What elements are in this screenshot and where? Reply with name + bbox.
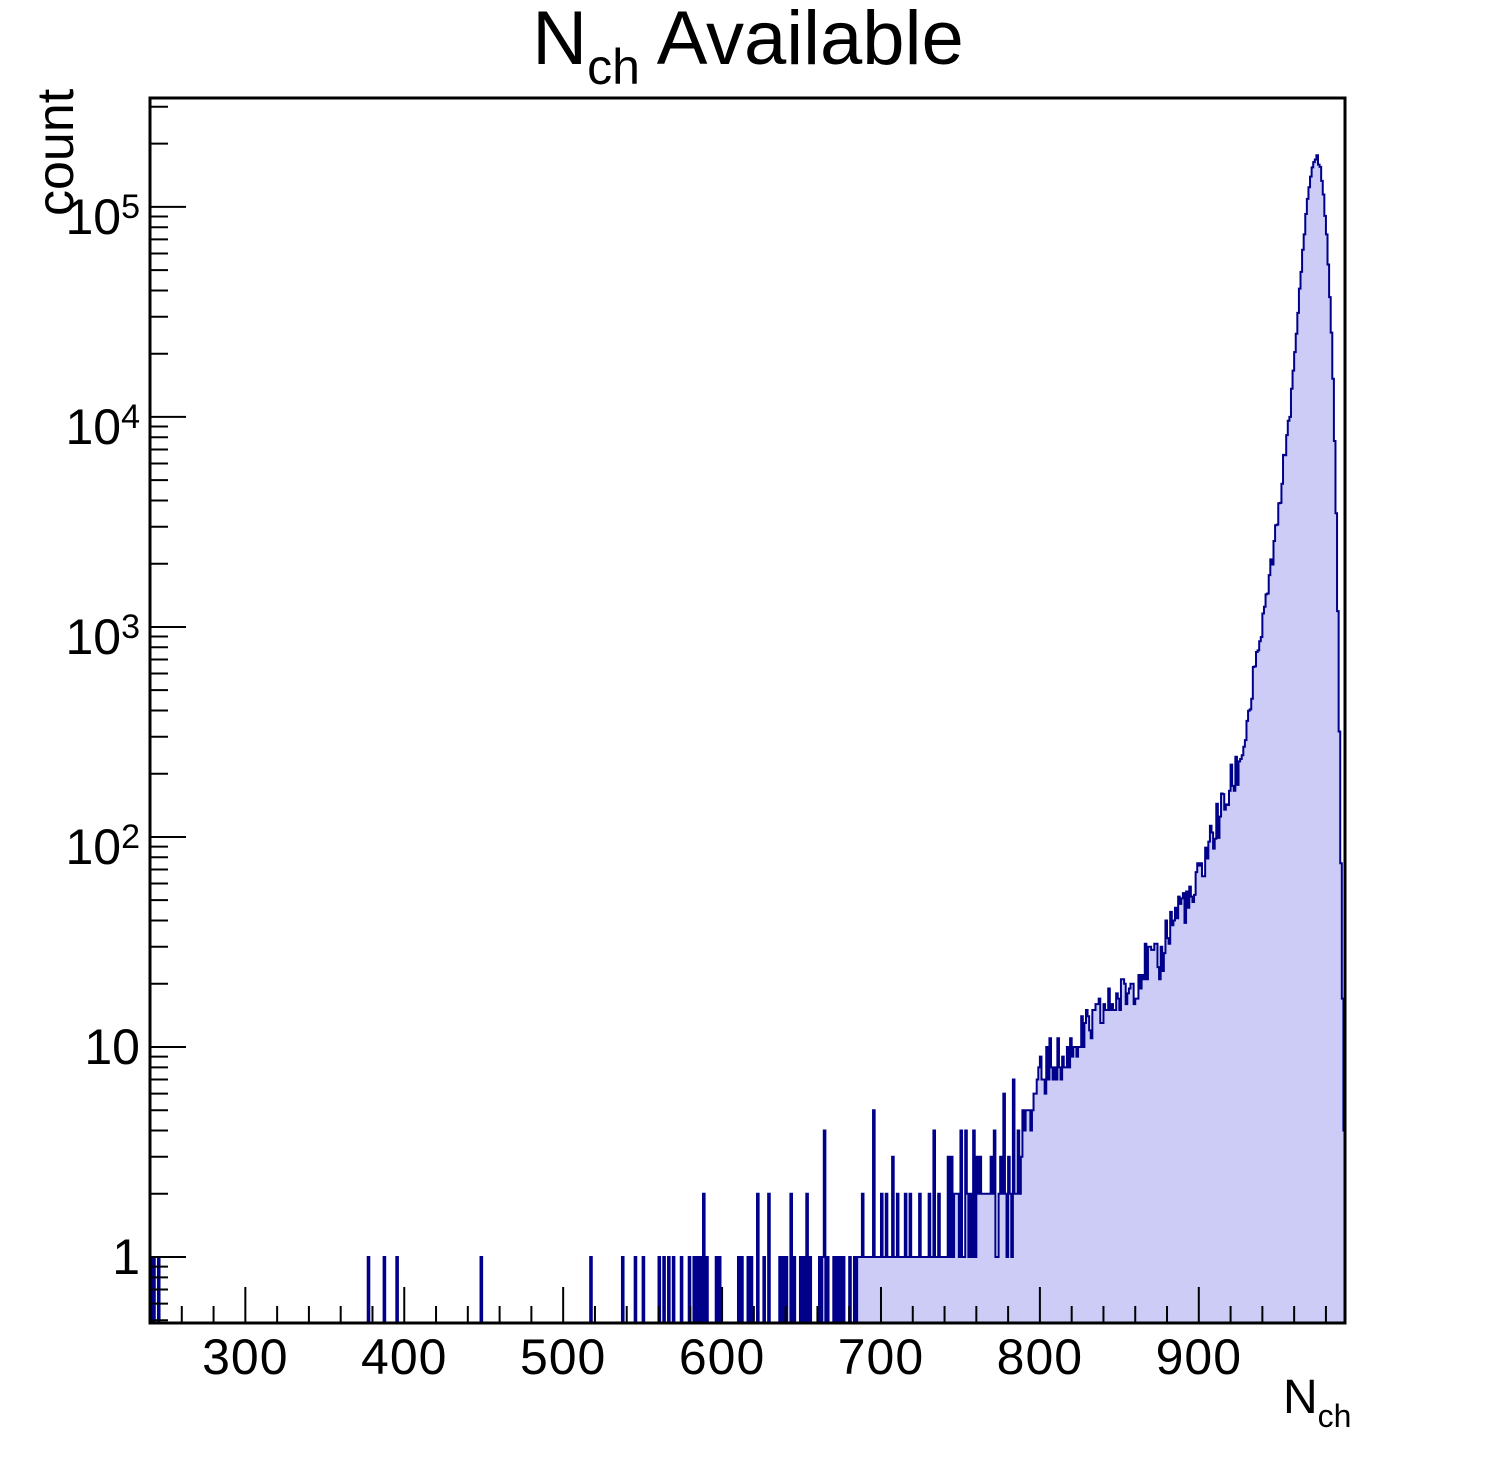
y-tick-label-1e3: 103 (0, 601, 140, 663)
x-tick-label-800: 800 (996, 1329, 1084, 1385)
x-tick-label-900: 900 (1155, 1329, 1243, 1385)
x-axis-title: Nch (1283, 1372, 1351, 1442)
x-tick-label-300: 300 (202, 1329, 289, 1385)
y-tick-base: 10 (65, 608, 122, 665)
chart-title-subscript: ch (587, 39, 640, 95)
y-tick-label-1e0: 1 (0, 1231, 140, 1283)
chart-title-rest: Available (656, 0, 964, 81)
y-tick-base: 1 (112, 1228, 140, 1285)
y-tick-base: 10 (65, 188, 122, 245)
y-tick-label-1e4: 104 (0, 391, 140, 453)
x-tick-label-500: 500 (519, 1329, 607, 1385)
y-tick-label-1e1: 10 (0, 1021, 140, 1073)
y-tick-exponent: 2 (121, 817, 140, 856)
y-tick-base: 10 (84, 1018, 140, 1075)
y-tick-base: 10 (65, 818, 122, 875)
x-tick-label-600: 600 (678, 1329, 766, 1385)
x-tick-label-400: 400 (361, 1329, 448, 1385)
y-tick-label-1e2: 102 (0, 811, 140, 873)
y-tick-exponent: 3 (121, 607, 140, 646)
y-tick-base: 10 (65, 398, 122, 455)
axis-ticks (149, 105, 1327, 1323)
x-axis-title-main: N (1283, 1371, 1318, 1424)
y-tick-label-1e5: 105 (0, 181, 140, 243)
y-tick-exponent: 5 (121, 187, 140, 226)
chart-title-main: N (532, 0, 588, 81)
y-tick-exponent: 4 (121, 397, 140, 436)
histogram-series (149, 154, 1346, 1324)
x-tick-label-700: 700 (837, 1329, 925, 1385)
x-axis-title-subscript: ch (1317, 1398, 1352, 1434)
chart-title: Nch Available (532, 0, 963, 112)
